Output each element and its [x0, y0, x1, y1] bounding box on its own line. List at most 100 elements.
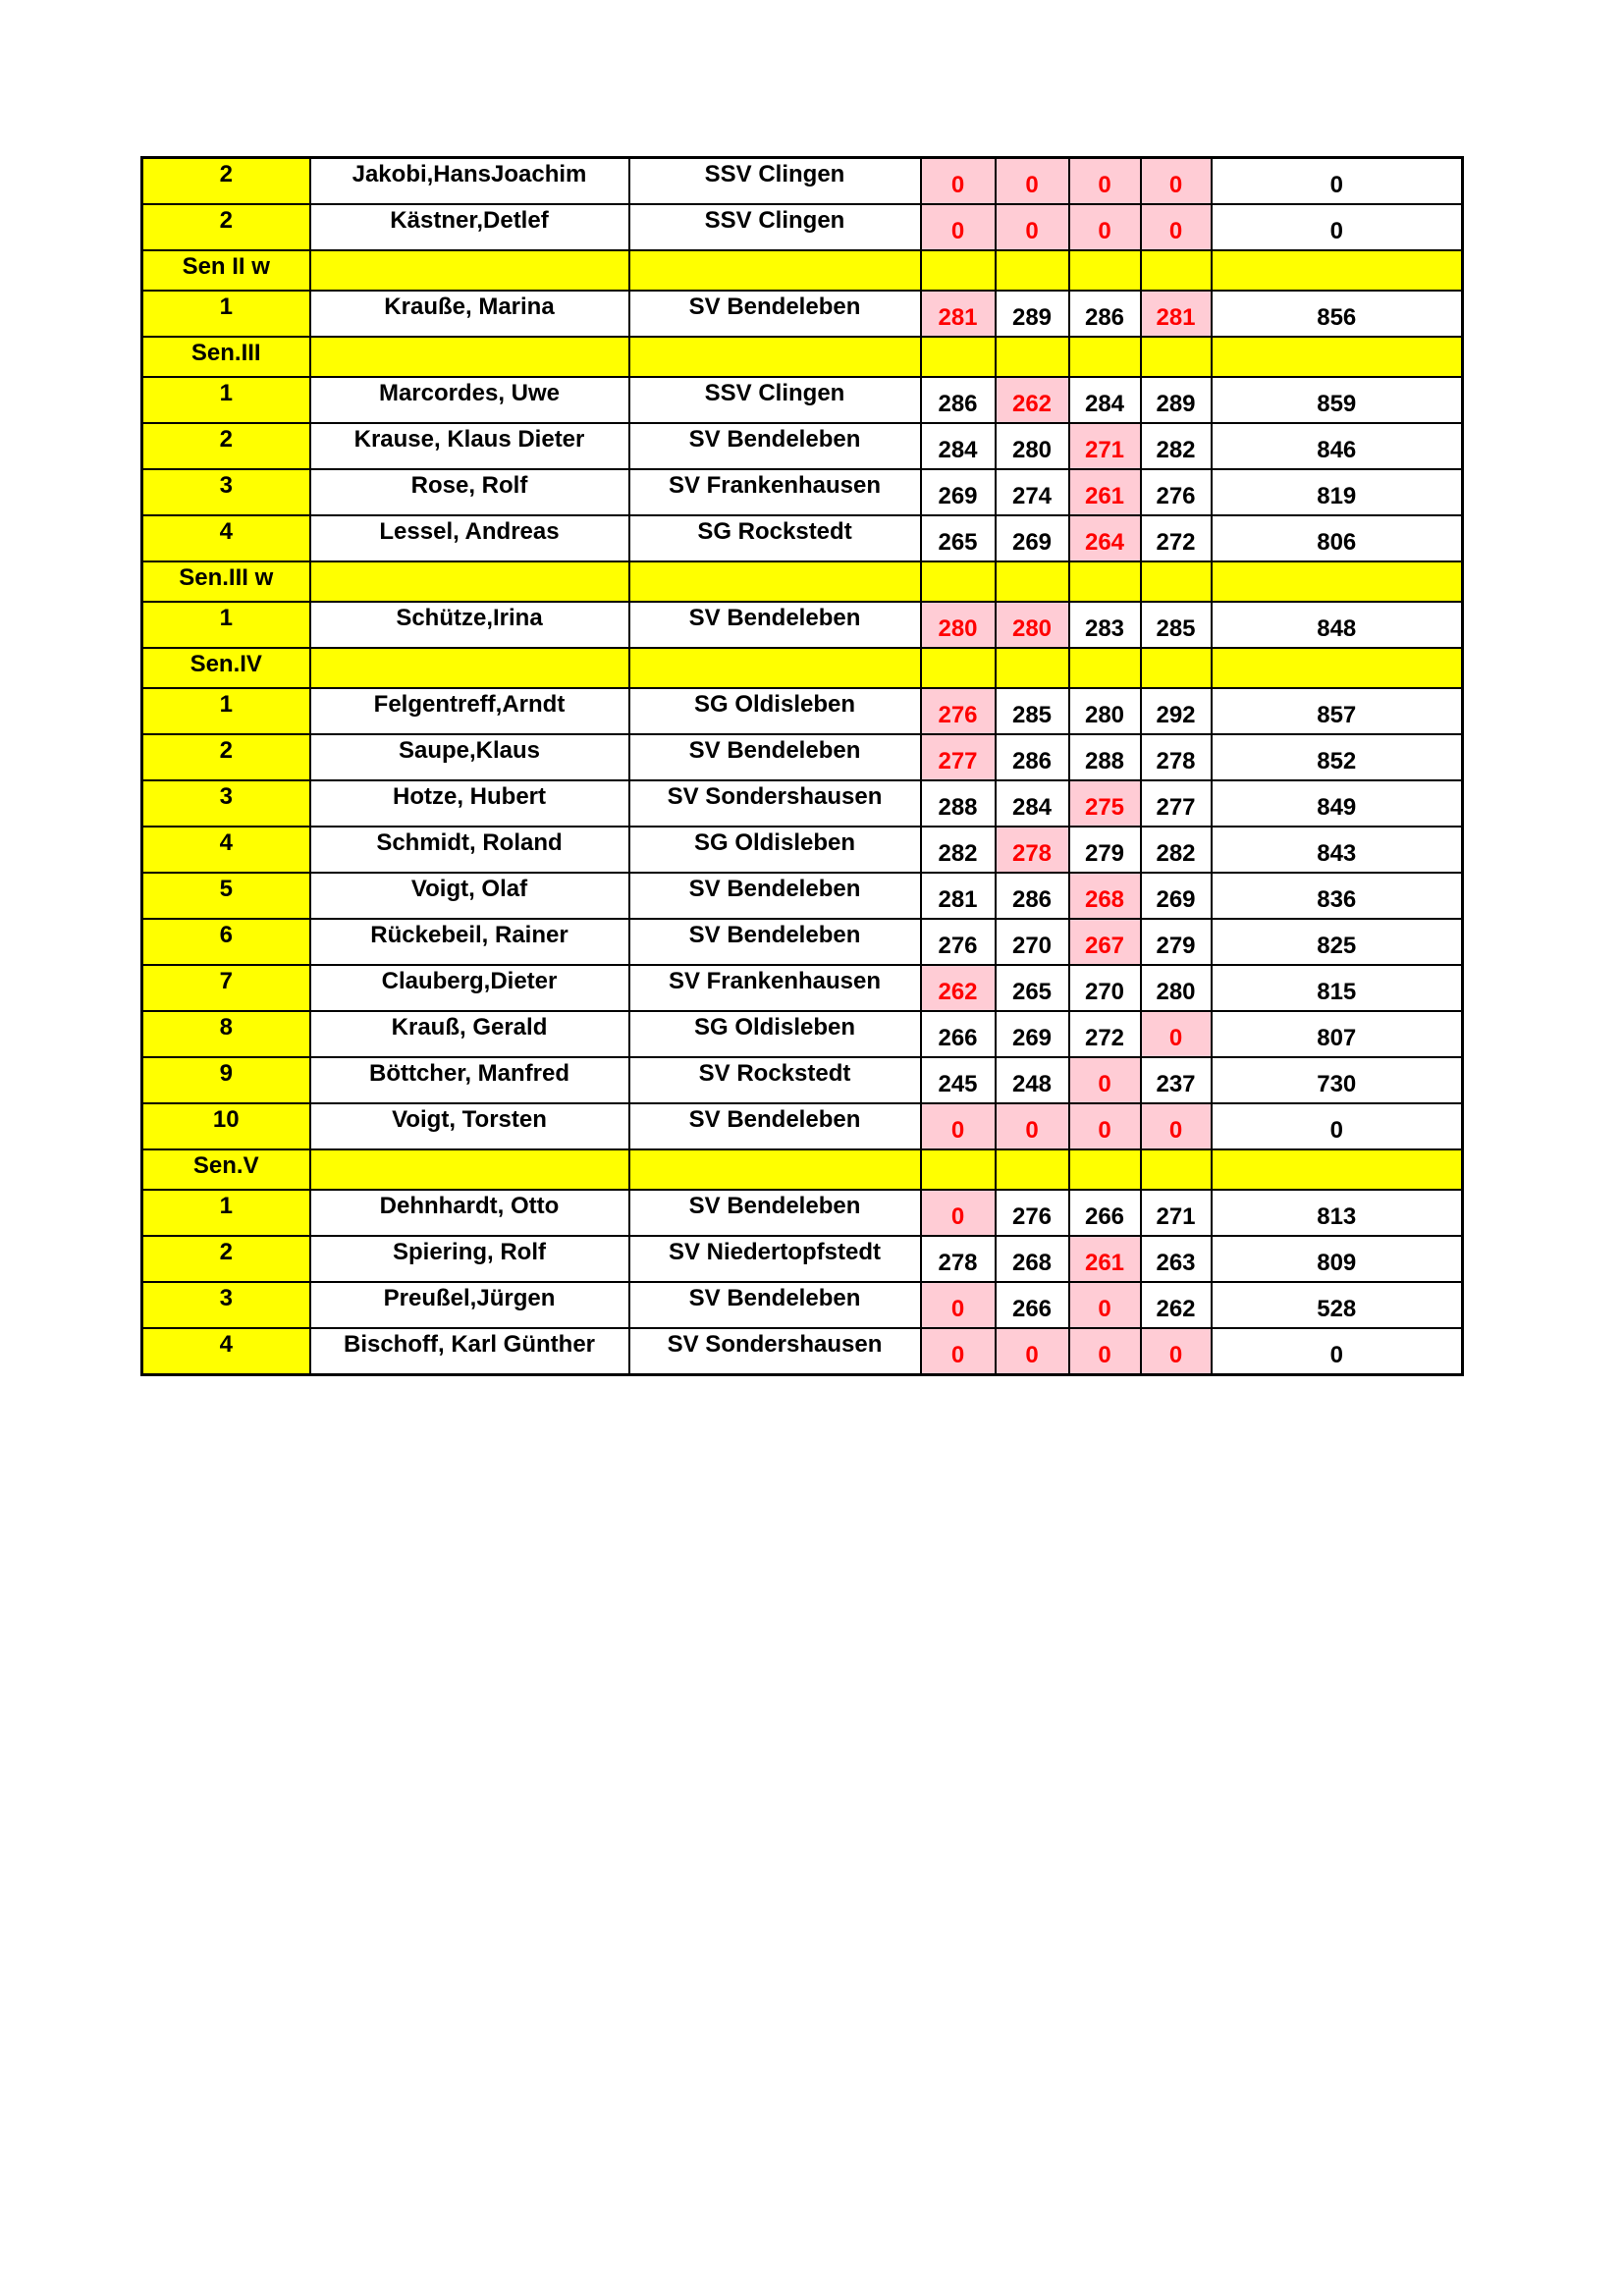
- empty-cell: [1139, 561, 1213, 603]
- total-cell: 528: [1210, 1281, 1464, 1329]
- empty-cell: [1210, 561, 1464, 603]
- category-row: Sen.IV: [140, 647, 1464, 689]
- empty-cell: [1067, 1148, 1142, 1191]
- name-cell: Voigt, Olaf: [308, 872, 630, 920]
- club-cell: SV Frankenhausen: [627, 468, 922, 516]
- total-cell: 859: [1210, 376, 1464, 424]
- empty-cell: [308, 1148, 630, 1191]
- score-cell-4: 272: [1139, 514, 1213, 562]
- name-cell: Schütze,Irina: [308, 601, 630, 649]
- place-cell: 3: [140, 468, 311, 516]
- empty-cell: [994, 249, 1070, 292]
- total-cell: 852: [1210, 733, 1464, 781]
- score-cell-2: 262: [994, 376, 1070, 424]
- place-cell: 1: [140, 290, 311, 338]
- club-cell: SG Oldisleben: [627, 687, 922, 735]
- place-cell: 6: [140, 918, 311, 966]
- score-cell-4: 0: [1139, 1327, 1213, 1376]
- score-cell-4: 263: [1139, 1235, 1213, 1283]
- place-cell: 1: [140, 376, 311, 424]
- score-cell-3: 266: [1067, 1189, 1142, 1237]
- total-cell: 849: [1210, 779, 1464, 828]
- score-cell-4: 279: [1139, 918, 1213, 966]
- score-cell-3: 271: [1067, 422, 1142, 470]
- place-cell: 8: [140, 1010, 311, 1058]
- score-cell-1: 281: [919, 872, 997, 920]
- empty-cell: [1067, 336, 1142, 378]
- score-cell-2: 276: [994, 1189, 1070, 1237]
- category-row: Sen II w: [140, 249, 1464, 292]
- score-cell-2: 286: [994, 872, 1070, 920]
- empty-cell: [627, 561, 922, 603]
- score-cell-1: 288: [919, 779, 997, 828]
- score-cell-4: 237: [1139, 1056, 1213, 1104]
- club-cell: SV Bendeleben: [627, 601, 922, 649]
- name-cell: Lessel, Andreas: [308, 514, 630, 562]
- total-cell: 825: [1210, 918, 1464, 966]
- score-cell-2: 269: [994, 514, 1070, 562]
- total-cell: 856: [1210, 290, 1464, 338]
- score-cell-4: 282: [1139, 826, 1213, 874]
- name-cell: Felgentreff,Arndt: [308, 687, 630, 735]
- score-cell-3: 288: [1067, 733, 1142, 781]
- score-cell-4: 276: [1139, 468, 1213, 516]
- place-cell: 2: [140, 203, 311, 251]
- score-cell-3: 283: [1067, 601, 1142, 649]
- table-row: 10 Voigt, Torsten SV Bendeleben 0 0 0 0 0: [140, 1102, 1464, 1150]
- place-cell: 3: [140, 779, 311, 828]
- score-cell-4: 282: [1139, 422, 1213, 470]
- score-cell-3: 268: [1067, 872, 1142, 920]
- score-cell-3: 0: [1067, 1327, 1142, 1376]
- total-cell: 813: [1210, 1189, 1464, 1237]
- score-cell-4: 289: [1139, 376, 1213, 424]
- empty-cell: [919, 561, 997, 603]
- score-cell-1: 266: [919, 1010, 997, 1058]
- empty-cell: [627, 647, 922, 689]
- club-cell: SSV Clingen: [627, 203, 922, 251]
- total-cell: 807: [1210, 1010, 1464, 1058]
- name-cell: Marcordes, Uwe: [308, 376, 630, 424]
- score-cell-4: 0: [1139, 156, 1213, 205]
- score-cell-4: 292: [1139, 687, 1213, 735]
- place-cell: 2: [140, 733, 311, 781]
- club-cell: SV Bendeleben: [627, 872, 922, 920]
- club-cell: SG Oldisleben: [627, 1010, 922, 1058]
- table-row: 4 Bischoff, Karl Günther SV Sondershausen 0…: [140, 1327, 1464, 1376]
- score-cell-3: 270: [1067, 964, 1142, 1012]
- total-cell: 0: [1210, 1327, 1464, 1376]
- total-cell: 846: [1210, 422, 1464, 470]
- score-cell-3: 286: [1067, 290, 1142, 338]
- score-cell-3: 0: [1067, 1281, 1142, 1329]
- total-cell: 809: [1210, 1235, 1464, 1283]
- name-cell: Krause, Klaus Dieter: [308, 422, 630, 470]
- score-cell-3: 0: [1067, 1056, 1142, 1104]
- score-cell-1: 277: [919, 733, 997, 781]
- empty-cell: [1210, 249, 1464, 292]
- score-cell-1: 269: [919, 468, 997, 516]
- total-cell: 0: [1210, 156, 1464, 205]
- empty-cell: [308, 336, 630, 378]
- score-cell-2: 284: [994, 779, 1070, 828]
- score-cell-3: 264: [1067, 514, 1142, 562]
- club-cell: SV Bendeleben: [627, 1102, 922, 1150]
- score-cell-2: 278: [994, 826, 1070, 874]
- score-cell-1: 276: [919, 687, 997, 735]
- score-cell-4: 277: [1139, 779, 1213, 828]
- score-cell-2: 0: [994, 1102, 1070, 1150]
- place-cell: 1: [140, 601, 311, 649]
- place-cell: 4: [140, 1327, 311, 1376]
- score-cell-2: 269: [994, 1010, 1070, 1058]
- table-row: 3 Preußel,Jürgen SV Bendeleben 0 266 0 262 528: [140, 1281, 1464, 1329]
- score-cell-3: 267: [1067, 918, 1142, 966]
- empty-cell: [1139, 249, 1213, 292]
- club-cell: SV Bendeleben: [627, 918, 922, 966]
- table-row: 1 Schütze,Irina SV Bendeleben 280 280 283 285 8…: [140, 601, 1464, 649]
- score-cell-2: 274: [994, 468, 1070, 516]
- club-cell: SV Sondershausen: [627, 1327, 922, 1376]
- category-row: Sen.III: [140, 336, 1464, 378]
- table-row: 6 Rückebeil, Rainer SV Bendeleben 276 270 267…: [140, 918, 1464, 966]
- empty-cell: [308, 249, 630, 292]
- score-cell-4: 285: [1139, 601, 1213, 649]
- table-row: 2 Saupe,Klaus SV Bendeleben 277 286 288 278 852: [140, 733, 1464, 781]
- table-row: 4 Lessel, Andreas SG Rockstedt 265 269 264 272…: [140, 514, 1464, 562]
